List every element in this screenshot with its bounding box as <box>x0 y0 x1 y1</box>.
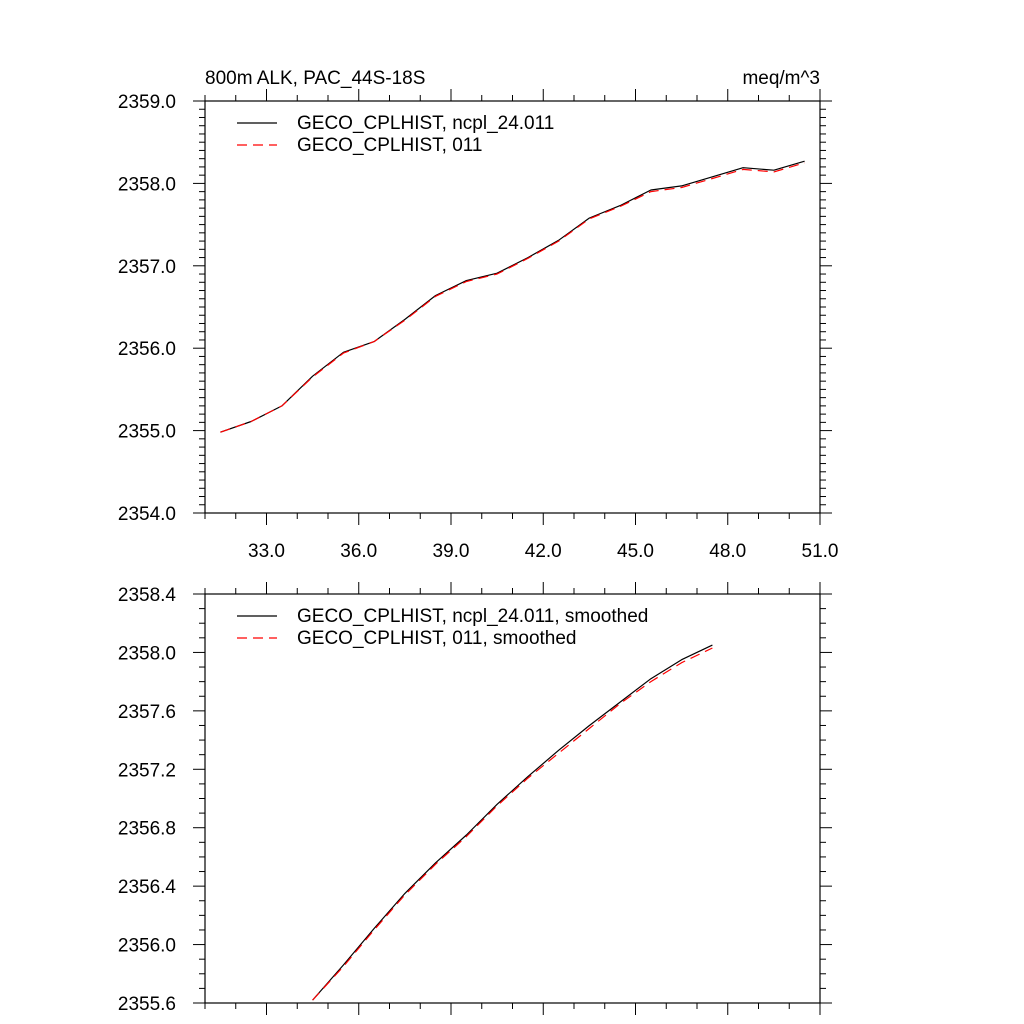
legend-label-2: GECO_CPLHIST, 011, smoothed <box>297 628 577 649</box>
series-line-1 <box>220 160 805 433</box>
x-tick-label: 45.0 <box>617 541 654 562</box>
series-line-1 <box>312 644 713 1001</box>
y-tick-label: 2355.0 <box>118 422 176 443</box>
x-tick-label: 48.0 <box>709 541 746 562</box>
y-tick-label: 2355.6 <box>118 994 176 1015</box>
top-line-chart: 33.0 36.0 39.0 42.0 45.0 48.0 51.0 2354.0 2355.0… <box>118 68 839 562</box>
series-line-2 <box>312 647 713 1001</box>
plot-frame <box>204 593 821 1004</box>
y-tick-label: 2356.4 <box>118 877 177 898</box>
x-tick-label: 36.0 <box>340 541 377 562</box>
y-tick-label: 2356.0 <box>118 339 176 360</box>
y-tick-label: 2357.6 <box>118 702 176 723</box>
legend-label-2: GECO_CPLHIST, 011 <box>297 135 483 156</box>
x-tick-label: 33.0 <box>248 541 285 562</box>
series-line-2 <box>220 162 805 433</box>
x-tick-label: 51.0 <box>802 541 839 562</box>
y-tick-label: 2357.0 <box>118 257 176 278</box>
chart-units: meq/m^3 <box>742 68 820 89</box>
legend-label-1: GECO_CPLHIST, ncpl_24.011, smoothed <box>297 606 648 627</box>
y-tick-label: 2358.0 <box>118 174 176 195</box>
y-tick-label: 2358.4 <box>118 585 177 606</box>
y-tick-label: 2358.0 <box>118 643 176 664</box>
y-tick-label: 2354.0 <box>118 504 176 525</box>
y-tick-label: 2359.0 <box>118 92 176 113</box>
legend-label-1: GECO_CPLHIST, ncpl_24.011 <box>297 113 554 134</box>
plot-frame <box>204 100 821 514</box>
y-tick-label: 2357.2 <box>118 760 176 781</box>
x-tick-label: 39.0 <box>433 541 470 562</box>
chart-title: 800m ALK, PAC_44S-18S <box>205 68 425 89</box>
y-tick-label: 2356.0 <box>118 936 176 957</box>
y-tick-label: 2356.8 <box>118 819 176 840</box>
x-tick-label: 42.0 <box>525 541 562 562</box>
bottom-line-chart: 2355.6 2356.0 2356.4 2356.8 2357.2 2357.6 2358… <box>118 582 832 1015</box>
